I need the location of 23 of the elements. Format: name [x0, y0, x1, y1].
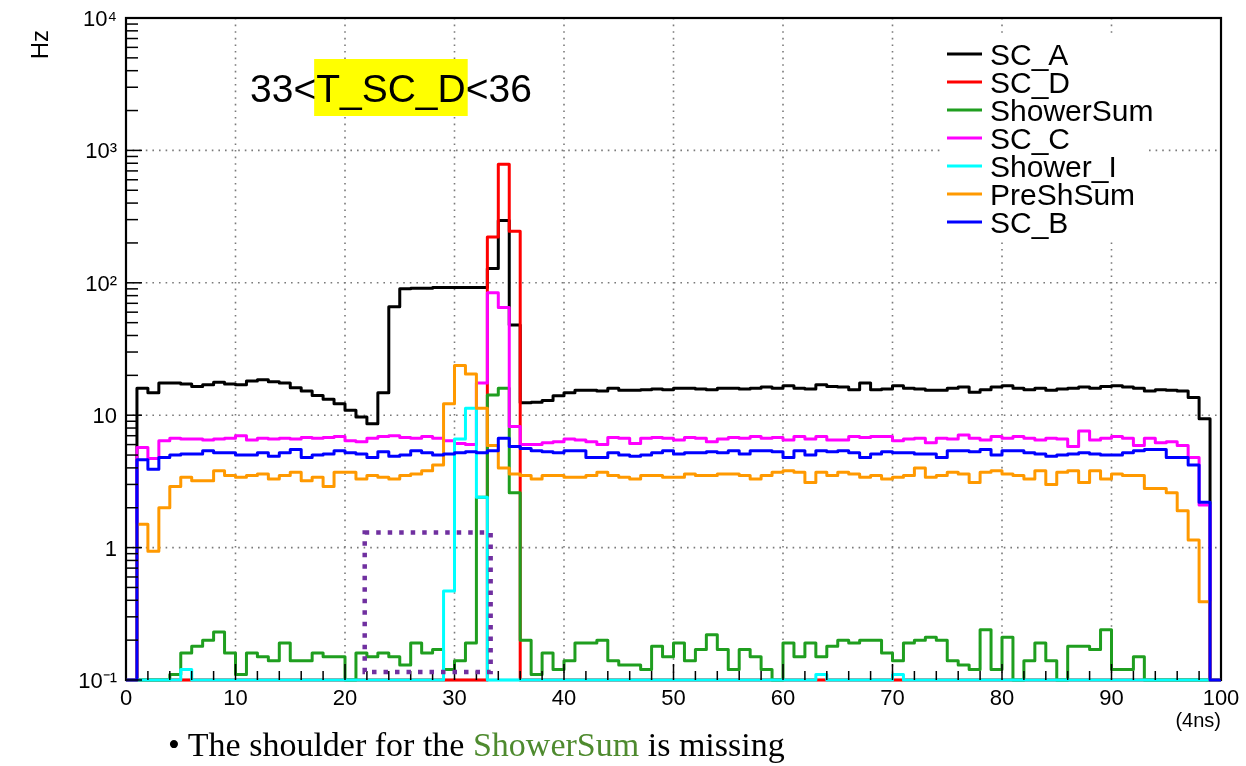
x-tick-label: 60: [770, 685, 796, 710]
y-axis-title: Hz: [26, 30, 53, 60]
y-tick-label: 10⁻¹: [78, 667, 117, 693]
x-tick-label: 90: [1099, 685, 1124, 710]
x-tick-label: 70: [880, 685, 905, 710]
x-tick-label: 30: [442, 685, 467, 710]
x-axis-title: (4ns): [1175, 709, 1221, 731]
text: • The shoulder for the ShowerSum is missing: [168, 726, 785, 763]
x-tick-label: 80: [989, 685, 1015, 710]
legend-label: SC_C: [990, 121, 1071, 155]
x-tick-label: 20: [332, 685, 358, 710]
y-tick-label: 10⁴: [83, 5, 117, 31]
y-tick-label: 10²: [85, 270, 117, 296]
x-tick-label: 50: [661, 685, 686, 710]
legend-label: SC_B: [990, 205, 1069, 239]
x-tick-label: 10: [223, 685, 248, 710]
x-tick-label: 40: [551, 685, 577, 710]
legend-label: SC_A: [990, 37, 1069, 71]
y-tick-label: 10: [92, 403, 117, 429]
y-tick-label: 1: [104, 535, 117, 561]
x-tick-label: 0: [119, 685, 133, 710]
y-tick-label: 10³: [85, 138, 117, 164]
x-tick-label: 100: [1202, 685, 1240, 710]
